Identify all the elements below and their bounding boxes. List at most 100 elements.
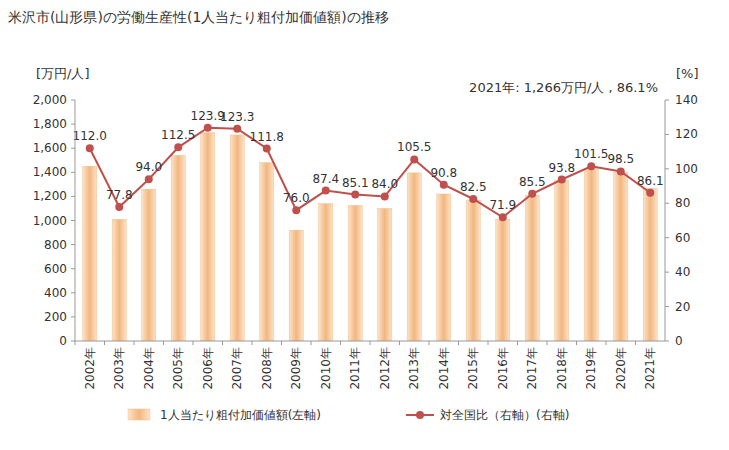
y-tick-label: 0: [59, 334, 67, 348]
plot-area: [83, 124, 658, 341]
marker: [145, 175, 153, 183]
marker: [381, 192, 389, 200]
y2-tick: [665, 100, 669, 101]
marker: [558, 176, 566, 184]
x-tick-label: 2010年: [319, 347, 333, 390]
x-tick-label: 2009年: [289, 347, 303, 390]
x-tick-label: 2020年: [614, 347, 628, 390]
x-tick: [252, 341, 253, 345]
bar: [348, 205, 362, 341]
y-tick-label: 600: [44, 262, 67, 276]
title: 米沢市(山形県)の労働生産性(1人当たり粗付加価値額)の推移: [8, 9, 389, 25]
y2-tick-label: 60: [675, 231, 690, 245]
y-tick: [71, 220, 75, 221]
bar: [230, 135, 244, 341]
x-tick: [193, 341, 194, 345]
bar: [584, 169, 598, 341]
marker: [322, 187, 330, 195]
bar: [614, 172, 628, 341]
y-label: [万円/人]: [36, 66, 90, 81]
x-tick-label: 2013年: [407, 347, 421, 390]
x-tick-label: 2008年: [260, 347, 274, 390]
x-tick: [635, 341, 636, 345]
y2-tick: [665, 134, 669, 135]
y2-tick: [665, 272, 669, 273]
y2-label: [%]: [676, 66, 699, 81]
y-tick: [71, 316, 75, 317]
y-tick: [71, 341, 75, 342]
y-tick: [71, 268, 75, 269]
x-tick-label: 2015年: [466, 347, 480, 390]
x-tick: [399, 341, 400, 345]
x-tick: [104, 341, 105, 345]
x-tick: [547, 341, 548, 345]
x-tick-label: 2004年: [142, 347, 156, 390]
y2-tick-label: 140: [675, 93, 698, 107]
y-tick: [71, 244, 75, 245]
bar: [319, 204, 333, 341]
marker: [587, 162, 595, 170]
x-tick-label: 2016年: [496, 347, 510, 390]
legend: 1人当たり粗付加価値額(左軸)対全国比（右軸）(右軸): [128, 408, 569, 422]
x-tick: [517, 341, 518, 345]
y-tick: [71, 100, 75, 101]
x-tick-label: 2017年: [525, 347, 539, 390]
data-label: 71.9: [489, 198, 516, 212]
bar: [289, 230, 303, 341]
bar: [555, 181, 569, 341]
y2-tick-label: 0: [675, 334, 683, 348]
data-label: 105.5: [397, 140, 431, 154]
y-tick-label: 2,000: [33, 93, 67, 107]
y2-tick-label: 100: [675, 162, 698, 176]
data-label: 101.5: [574, 147, 608, 161]
bar: [407, 173, 421, 341]
legend-label: 1人当たり粗付加価値額(左軸): [160, 408, 321, 422]
bar: [112, 219, 126, 341]
x-tick: [134, 341, 135, 345]
bar: [171, 155, 185, 341]
bar: [525, 195, 539, 341]
y-tick: [71, 172, 75, 173]
data-label: 86.1: [637, 174, 664, 188]
x-tick-label: 2019年: [584, 347, 598, 390]
y-tick-label: 400: [44, 286, 67, 300]
marker: [204, 124, 212, 132]
x-tick: [281, 341, 282, 345]
x-tick: [429, 341, 430, 345]
y-tick-label: 1,000: [33, 214, 67, 228]
y-tick: [71, 196, 75, 197]
x-tick-label: 2005年: [171, 347, 185, 390]
marker: [263, 145, 271, 153]
marker: [115, 203, 123, 211]
x-tick-label: 2021年: [643, 347, 657, 390]
y-tick-label: 800: [44, 238, 67, 252]
line: [90, 128, 651, 218]
y2-tick-label: 120: [675, 127, 698, 141]
data-label: 85.1: [342, 176, 369, 190]
x-tick-label: 2012年: [378, 347, 392, 390]
x-tick-label: 2006年: [201, 347, 215, 390]
y2-tick-label: 80: [675, 196, 690, 210]
marker: [86, 144, 94, 152]
y-tick: [71, 124, 75, 125]
data-label: 76.0: [283, 191, 310, 205]
x-tick: [458, 341, 459, 345]
bar: [466, 200, 480, 341]
bar: [378, 208, 392, 341]
y-tick-label: 1,800: [33, 117, 67, 131]
bar: [643, 188, 657, 341]
x-tick-label: 2014年: [437, 347, 451, 390]
marker: [233, 125, 241, 133]
data-label: 94.0: [135, 160, 162, 174]
marker: [469, 195, 477, 203]
y-tick-label: 1,600: [33, 141, 67, 155]
legend-marker: [416, 411, 424, 419]
marker: [646, 189, 654, 197]
marker: [292, 206, 300, 214]
data-label: 93.8: [548, 161, 575, 175]
y2-tick: [665, 237, 669, 238]
x-tick: [163, 341, 164, 345]
legend-swatch: [128, 409, 150, 420]
x-tick: [488, 341, 489, 345]
data-label: 98.5: [607, 152, 634, 166]
